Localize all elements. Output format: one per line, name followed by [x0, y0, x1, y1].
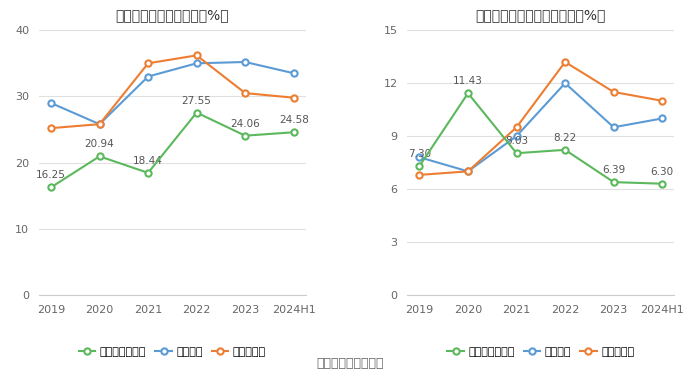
Legend: 公司资产负债率, 行业均值, 行业中位数: 公司资产负债率, 行业均值, 行业中位数 — [74, 343, 270, 362]
Text: 6.30: 6.30 — [650, 167, 674, 177]
Text: 6.39: 6.39 — [602, 165, 625, 175]
Text: 11.43: 11.43 — [453, 76, 483, 86]
Text: 7.30: 7.30 — [408, 149, 431, 159]
Title: 近年来有息资产负债率情况（%）: 近年来有息资产负债率情况（%） — [475, 8, 606, 22]
Text: 24.06: 24.06 — [230, 119, 260, 129]
Text: 20.94: 20.94 — [85, 139, 114, 149]
Text: 数据来源：恒生聚源: 数据来源：恒生聚源 — [316, 358, 384, 370]
Text: 18.44: 18.44 — [133, 156, 163, 166]
Text: 24.58: 24.58 — [279, 115, 309, 125]
Text: 8.22: 8.22 — [554, 133, 577, 143]
Title: 近年来资产负债率情况（%）: 近年来资产负债率情况（%） — [116, 8, 229, 22]
Text: 8.03: 8.03 — [505, 136, 528, 146]
Text: 16.25: 16.25 — [36, 170, 66, 180]
Legend: 有息资产负债率, 行业均值, 行业中位数: 有息资产负债率, 行业均值, 行业中位数 — [443, 343, 639, 362]
Text: 27.55: 27.55 — [182, 96, 211, 106]
